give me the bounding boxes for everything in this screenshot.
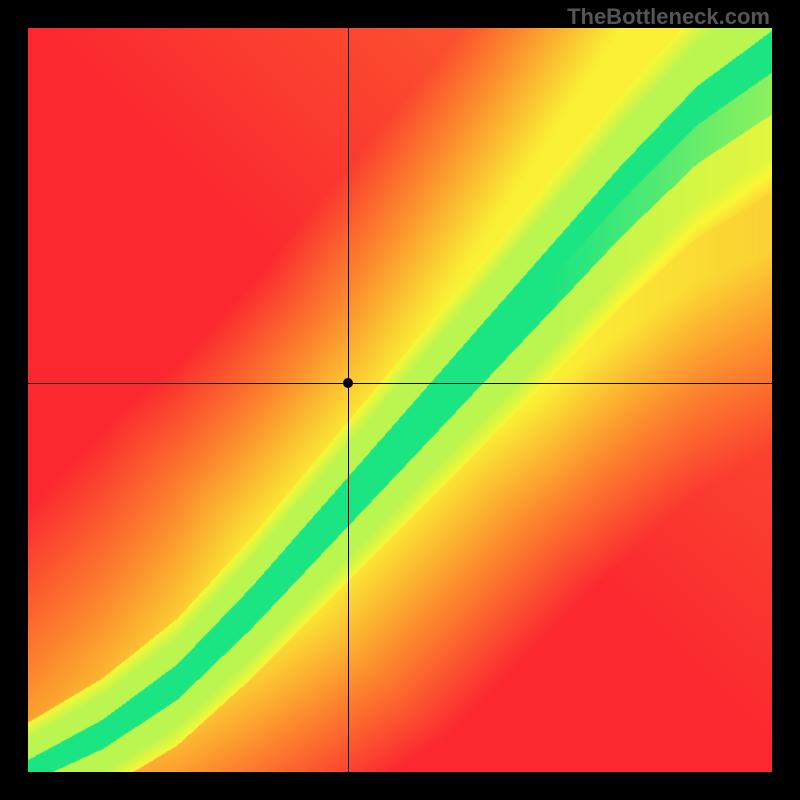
chart-container: TheBottleneck.com xyxy=(0,0,800,800)
crosshair-horizontal xyxy=(28,383,772,384)
chart-area xyxy=(28,28,772,772)
heatmap-canvas xyxy=(28,28,772,772)
watermark-label: TheBottleneck.com xyxy=(567,4,770,30)
marker-point xyxy=(343,378,353,388)
crosshair-vertical xyxy=(348,28,349,772)
